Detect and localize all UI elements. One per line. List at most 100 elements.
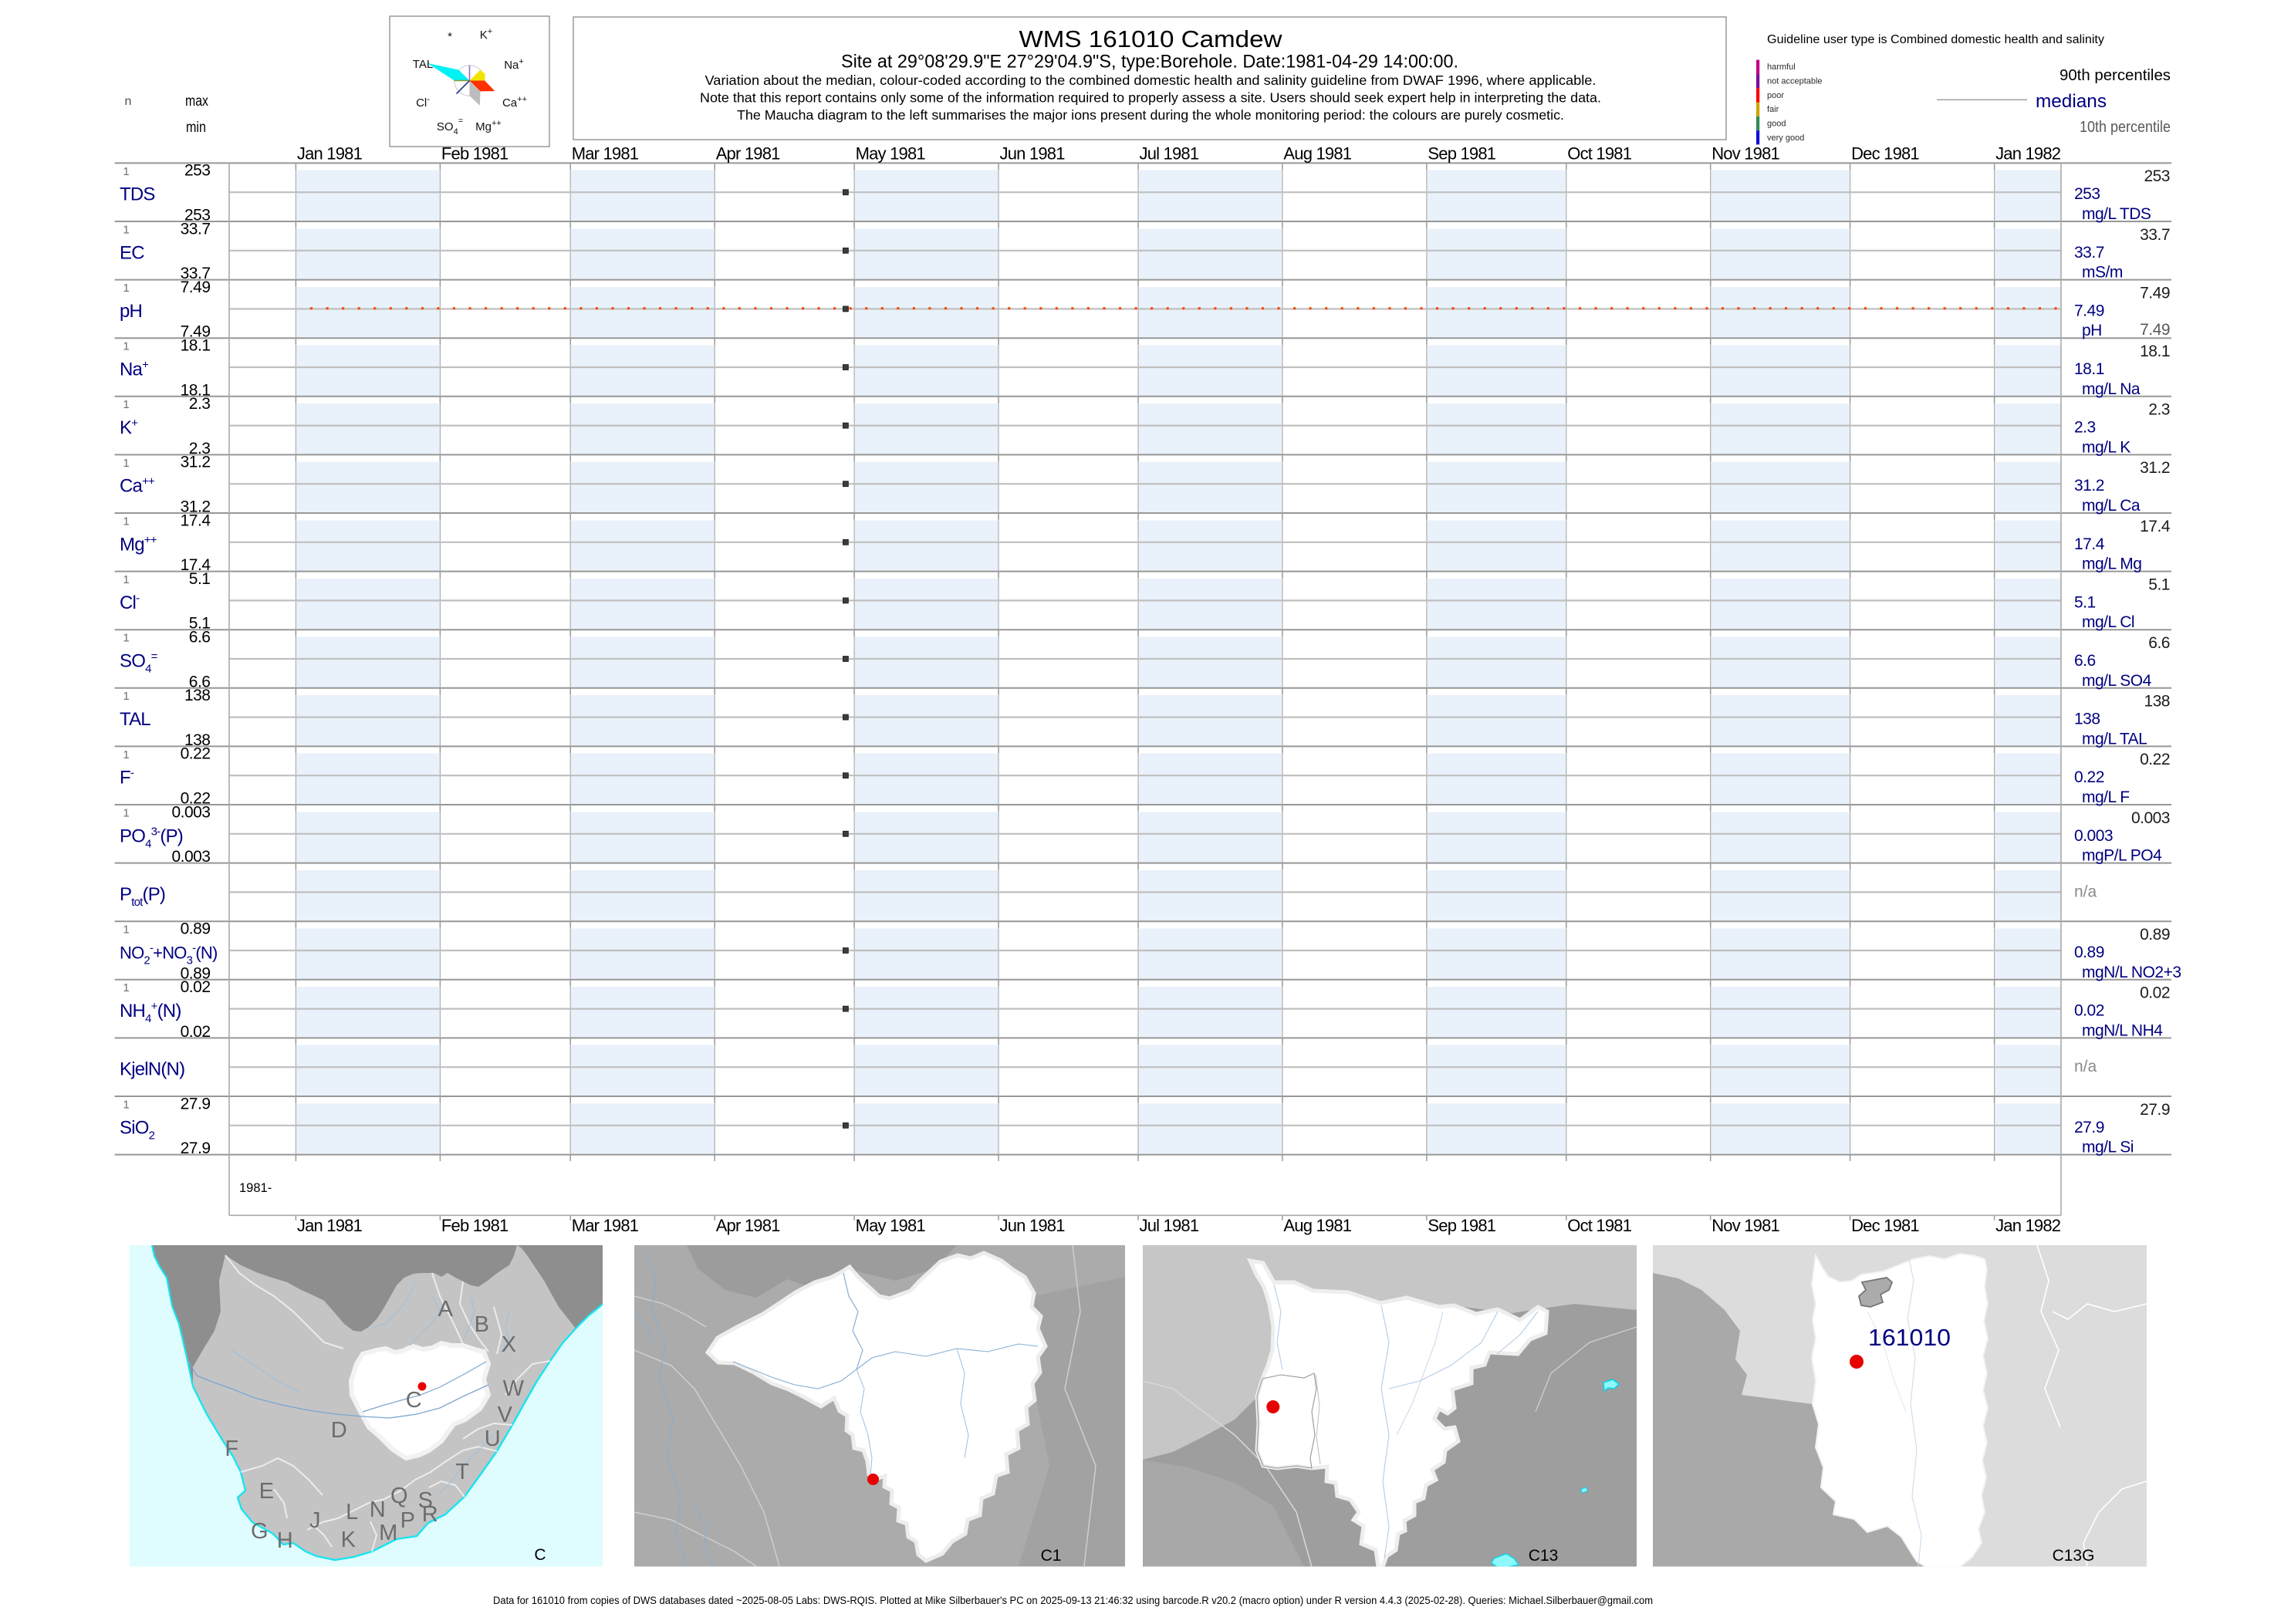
svg-text:7.49: 7.49: [2074, 302, 2104, 319]
svg-text:Sep 1981: Sep 1981: [1428, 1216, 1495, 1235]
svg-text:Mar 1981: Mar 1981: [572, 1216, 639, 1235]
svg-text:Dec 1981: Dec 1981: [1851, 1216, 1919, 1235]
svg-text:R: R: [422, 1502, 438, 1527]
svg-text:U: U: [485, 1426, 500, 1451]
svg-text:mgN/L NO2+3: mgN/L NO2+3: [2082, 964, 2181, 981]
svg-text:Aug 1981: Aug 1981: [1283, 1216, 1351, 1235]
svg-text:mg/L Si: mg/L Si: [2082, 1139, 2134, 1156]
svg-text:17.4: 17.4: [181, 556, 211, 574]
svg-text:2.3: 2.3: [189, 440, 211, 457]
svg-text:Ptot(P): Ptot(P): [120, 884, 165, 909]
svg-text:0.89: 0.89: [181, 920, 211, 938]
svg-text:5.1: 5.1: [189, 615, 211, 633]
svg-text:Site at 29°08'29.9"E 27°29'04.: Site at 29°08'29.9"E 27°29'04.9"S, type:…: [841, 52, 1458, 73]
svg-text:harmful: harmful: [1767, 62, 1796, 72]
svg-text:X: X: [502, 1332, 516, 1357]
svg-text:90th percentiles: 90th percentiles: [2060, 66, 2171, 84]
svg-text:138: 138: [2074, 711, 2100, 728]
svg-text:Aug 1981: Aug 1981: [1283, 144, 1351, 164]
svg-text:5.1: 5.1: [189, 570, 211, 588]
svg-text:W: W: [503, 1376, 525, 1401]
svg-text:27.9: 27.9: [2074, 1119, 2104, 1136]
svg-text:n/a: n/a: [2074, 1058, 2097, 1075]
svg-text:Cl-: Cl-: [120, 592, 140, 613]
svg-text:5.1: 5.1: [2074, 593, 2096, 611]
svg-text:max: max: [185, 93, 208, 110]
svg-text:0.02: 0.02: [181, 978, 211, 996]
svg-text:33.7: 33.7: [2140, 226, 2170, 244]
svg-text:18.1: 18.1: [181, 337, 211, 355]
svg-text:J: J: [309, 1508, 320, 1533]
svg-text:fair: fair: [1767, 105, 1779, 114]
svg-text:Cl-: Cl-: [416, 95, 430, 110]
svg-text:1: 1: [123, 748, 129, 761]
svg-text:WMS 161010 Camdew: WMS 161010 Camdew: [1019, 25, 1283, 52]
svg-text:0.22: 0.22: [181, 790, 211, 808]
svg-text:0.003: 0.003: [2131, 809, 2170, 827]
svg-text:0.22: 0.22: [181, 745, 211, 763]
svg-text:May 1981: May 1981: [856, 144, 926, 164]
svg-text:n: n: [125, 95, 132, 108]
svg-text:SiO2: SiO2: [120, 1117, 155, 1142]
svg-text:KjelN(N): KjelN(N): [120, 1059, 184, 1080]
svg-text:C13G: C13G: [2053, 1547, 2095, 1565]
svg-text:7.49: 7.49: [2140, 284, 2170, 302]
svg-text:18.1: 18.1: [2074, 360, 2104, 378]
svg-text:EC: EC: [120, 242, 144, 263]
svg-text:C1: C1: [1041, 1547, 1062, 1565]
svg-text:TAL: TAL: [413, 58, 433, 71]
svg-text:Note that this report contains: Note that this report contains only some…: [700, 90, 1601, 106]
svg-text:0.003: 0.003: [171, 848, 210, 866]
svg-text:mg/L Cl: mg/L Cl: [2082, 613, 2134, 631]
svg-text:138: 138: [184, 731, 211, 749]
svg-text:2.3: 2.3: [189, 395, 211, 413]
svg-text:D: D: [331, 1418, 346, 1443]
svg-text:Feb 1981: Feb 1981: [441, 144, 509, 164]
svg-text:1981-: 1981-: [239, 1181, 272, 1195]
svg-text:1: 1: [123, 282, 129, 295]
svg-text:7.49: 7.49: [2140, 321, 2170, 339]
svg-text:31.2: 31.2: [2140, 459, 2170, 477]
svg-text:K: K: [341, 1528, 356, 1552]
svg-text:31.2: 31.2: [181, 454, 211, 471]
svg-text:Jun 1981: Jun 1981: [1000, 144, 1066, 164]
svg-text:Jul 1981: Jul 1981: [1140, 144, 1199, 164]
svg-text:2.3: 2.3: [2074, 419, 2096, 437]
svg-text:B: B: [475, 1312, 489, 1337]
svg-text:N: N: [370, 1497, 385, 1522]
svg-text:0.003: 0.003: [171, 803, 210, 821]
svg-text:0.89: 0.89: [2140, 926, 2170, 944]
svg-text:18.1: 18.1: [181, 381, 211, 399]
svg-text:253: 253: [184, 207, 211, 225]
svg-text:6.6: 6.6: [2148, 634, 2170, 652]
svg-text:F: F: [225, 1437, 238, 1461]
svg-text:33.7: 33.7: [2074, 244, 2104, 262]
svg-text:1: 1: [123, 632, 129, 645]
svg-text:mS/m: mS/m: [2082, 264, 2123, 282]
svg-text:C: C: [534, 1546, 546, 1564]
svg-text:Oct 1981: Oct 1981: [1567, 144, 1631, 164]
svg-text:27.9: 27.9: [181, 1140, 211, 1157]
svg-text:mg/L Na: mg/L Na: [2082, 380, 2141, 398]
svg-text:E: E: [259, 1479, 274, 1504]
svg-text:0.89: 0.89: [181, 964, 211, 982]
svg-text:Jan 1981: Jan 1981: [297, 1216, 363, 1235]
svg-text:TAL: TAL: [120, 709, 150, 730]
svg-text:1: 1: [123, 923, 129, 937]
svg-text:Variation about the median, c: Variation about the median, colour-coded…: [705, 73, 1597, 88]
svg-text:0.89: 0.89: [2074, 944, 2104, 961]
svg-text:G: G: [251, 1519, 268, 1544]
svg-text:S: S: [418, 1488, 433, 1513]
svg-text:May 1981: May 1981: [856, 1216, 926, 1235]
svg-text:mg/L Ca: mg/L Ca: [2082, 497, 2141, 515]
svg-text:mg/L K: mg/L K: [2082, 438, 2130, 456]
svg-text:17.4: 17.4: [2074, 535, 2105, 553]
svg-text:mgN/L NH4: mgN/L NH4: [2082, 1021, 2163, 1039]
svg-text:*: *: [448, 30, 452, 43]
svg-text:1: 1: [123, 806, 129, 819]
svg-text:7.49: 7.49: [181, 279, 211, 296]
svg-text:mgP/L PO4: mgP/L PO4: [2082, 847, 2162, 865]
svg-text:pH: pH: [2082, 322, 2102, 339]
svg-text:0.02: 0.02: [181, 1023, 211, 1041]
svg-text:Feb 1981: Feb 1981: [441, 1216, 509, 1235]
